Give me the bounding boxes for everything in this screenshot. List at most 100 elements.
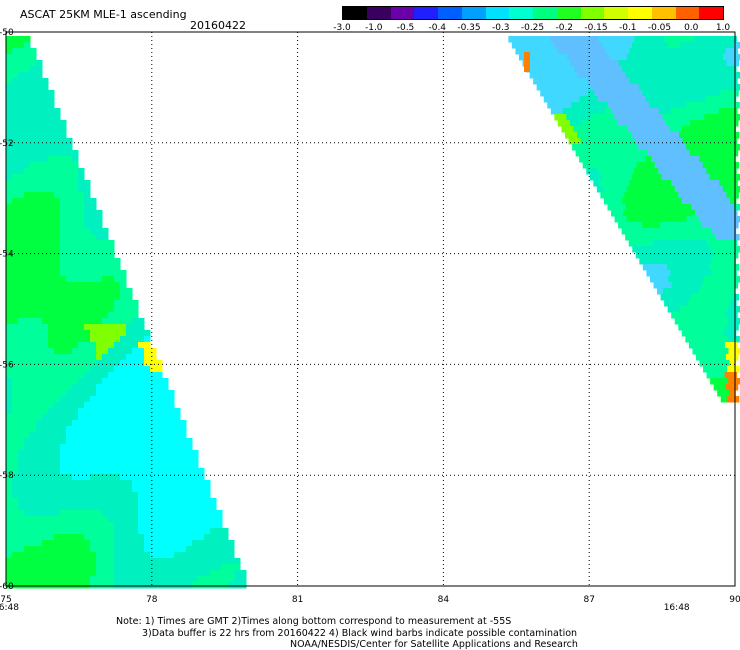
swath-cell: [12, 246, 19, 253]
swath-cell: [114, 438, 121, 445]
swath-cell: [591, 126, 598, 133]
swath-cell: [18, 108, 25, 115]
swath-cell: [547, 42, 555, 49]
swath-cell: [733, 72, 740, 79]
swath-cell: [18, 510, 25, 517]
swath-cell: [650, 186, 658, 193]
swath-cell: [6, 402, 13, 409]
swath-cell: [90, 420, 97, 427]
swath-cell: [174, 570, 181, 577]
swath-cell: [96, 312, 103, 319]
swath-cell: [144, 366, 151, 373]
swath-cell: [66, 342, 73, 349]
swath-cell: [24, 120, 31, 127]
swath-cell: [661, 132, 668, 139]
swath-cell: [66, 240, 73, 247]
swath-cell: [108, 432, 115, 439]
swath-cell: [629, 210, 636, 217]
swath-cell: [651, 258, 658, 265]
swath-cell: [18, 414, 25, 421]
swath-cell: [573, 96, 581, 103]
swath-cell: [234, 582, 241, 589]
swath-cell: [653, 48, 660, 55]
swath-cell: [549, 96, 557, 103]
swath-cell: [66, 558, 73, 565]
swath-cell: [643, 132, 650, 139]
swath-cell: [114, 378, 121, 385]
swath-cell: [12, 390, 19, 397]
swath-cell: [733, 276, 740, 283]
swath-cell: [573, 126, 580, 133]
swath-cell: [162, 408, 169, 415]
swath-cell: [670, 66, 677, 73]
swath-cell: [60, 468, 67, 475]
swath-cell: [727, 366, 734, 373]
swath-cell: [192, 480, 199, 487]
swath-cell: [36, 444, 43, 451]
swath-cell: [12, 522, 19, 529]
swath-cell: [692, 186, 700, 193]
swath-cell: [54, 132, 61, 139]
swath-cell: [657, 126, 664, 133]
swath-cell: [84, 246, 91, 253]
swath-cell: [645, 96, 653, 103]
swath-cell: [90, 210, 97, 217]
swath-cell: [150, 420, 157, 427]
swath-cell: [120, 462, 127, 469]
swath-cell: [54, 198, 61, 205]
swath-cell: [24, 516, 31, 523]
swath-cell: [132, 396, 139, 403]
swath-cell: [666, 222, 673, 229]
swath-cell: [150, 486, 157, 493]
swath-cell: [120, 426, 127, 433]
swath-cell: [54, 546, 61, 553]
swath-cell: [162, 396, 169, 403]
swath-cell: [162, 570, 169, 577]
swath-cell: [156, 522, 163, 529]
swath-cell: [627, 228, 635, 235]
swath-cell: [30, 486, 37, 493]
swath-cell: [30, 66, 37, 73]
swath-cell: [156, 534, 163, 541]
swath-cell: [671, 48, 678, 55]
swath-cell: [132, 552, 139, 559]
swath-cell: [156, 576, 163, 583]
swath-cell: [689, 210, 696, 217]
swath-cell: [138, 432, 145, 439]
lat-tick-label: -56: [0, 360, 14, 370]
swath-cell: [684, 264, 692, 271]
swath-cell: [48, 96, 55, 103]
swath-cell: [660, 90, 667, 97]
swath-cell: [102, 534, 109, 541]
swath-cell: [580, 138, 588, 145]
swath-cell: [30, 498, 37, 505]
swath-cell: [734, 378, 740, 385]
swath-cell: [66, 336, 73, 343]
swath-cell: [102, 282, 109, 289]
swath-cell: [633, 228, 641, 235]
swath-cell: [198, 480, 205, 487]
swath-cell: [567, 126, 574, 133]
swath-cell: [162, 468, 169, 475]
swath-cell: [234, 564, 241, 571]
swath-cell: [727, 204, 734, 211]
swath-cell: [90, 522, 97, 529]
swath-cell: [198, 564, 205, 571]
swath-cell: [24, 474, 31, 481]
swath-cell: [712, 300, 719, 307]
swath-cell: [578, 54, 586, 61]
swath-cell: [54, 258, 61, 265]
swath-cell: [60, 384, 67, 391]
swath-cell: [96, 570, 103, 577]
swath-cell: [90, 564, 97, 571]
swath-cell: [66, 282, 73, 289]
swath-cell: [204, 576, 211, 583]
swath-cell: [711, 198, 719, 205]
swath-cell: [664, 240, 672, 247]
swath-cell: [108, 312, 115, 319]
swath-cell: [540, 60, 548, 67]
swath-cell: [84, 510, 91, 517]
swath-cell: [6, 240, 13, 247]
swath-cell: [72, 528, 79, 535]
swath-cell: [669, 96, 677, 103]
